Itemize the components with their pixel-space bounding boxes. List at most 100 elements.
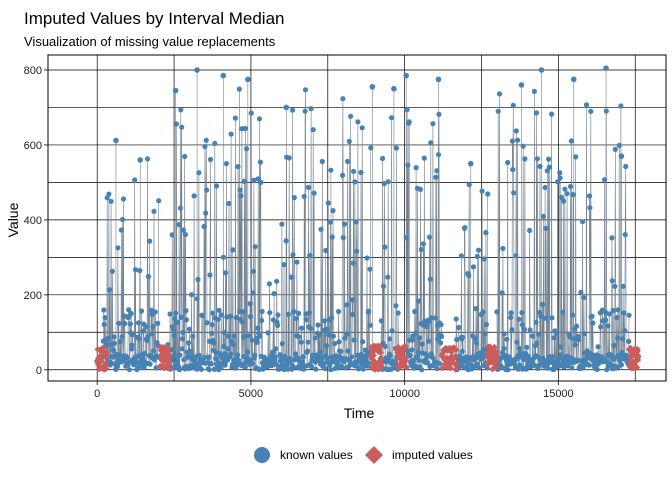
imputed-value-point bbox=[377, 343, 384, 350]
known-value-point bbox=[255, 325, 261, 331]
known-value-point bbox=[259, 317, 265, 324]
known-value-point bbox=[602, 309, 609, 315]
known-value-point bbox=[560, 309, 566, 315]
imputed-value-point bbox=[447, 364, 454, 372]
known-value-point bbox=[198, 366, 204, 372]
known-value-point bbox=[426, 234, 433, 240]
known-value-point bbox=[269, 362, 275, 368]
known-value-point bbox=[340, 96, 346, 102]
known-value-point bbox=[170, 327, 177, 333]
y-tick-label: 0 bbox=[36, 365, 42, 377]
known-value-point bbox=[203, 137, 209, 143]
known-value-point bbox=[501, 345, 507, 352]
known-value-point bbox=[513, 253, 519, 259]
known-value-point bbox=[510, 167, 516, 173]
known-value-point bbox=[185, 340, 192, 346]
imputed-value-point bbox=[166, 365, 173, 372]
known-value-point bbox=[385, 179, 391, 185]
known-value-point bbox=[483, 321, 489, 328]
known-value-point bbox=[176, 367, 183, 373]
known-value-point bbox=[124, 355, 130, 361]
known-value-point bbox=[416, 298, 422, 304]
known-value-point bbox=[609, 278, 615, 284]
known-value-point bbox=[583, 102, 590, 108]
known-peak-point bbox=[403, 72, 409, 79]
known-value-point bbox=[458, 253, 464, 259]
known-value-point bbox=[150, 348, 157, 354]
known-value-point bbox=[306, 310, 312, 316]
imputed-value-point bbox=[165, 358, 173, 365]
known-value-point bbox=[466, 182, 472, 188]
known-value-point bbox=[550, 354, 556, 360]
known-value-point bbox=[175, 319, 181, 326]
known-value-point bbox=[537, 163, 543, 169]
known-value-point bbox=[595, 344, 601, 350]
known-value-point bbox=[567, 183, 574, 190]
known-value-point bbox=[226, 200, 232, 207]
known-value-point bbox=[286, 155, 292, 161]
known-value-point bbox=[485, 191, 491, 197]
known-value-point bbox=[270, 317, 276, 323]
known-value-point bbox=[416, 358, 422, 364]
known-value-point bbox=[543, 315, 549, 321]
imputed-value-point bbox=[452, 366, 459, 373]
known-value-point bbox=[133, 353, 139, 360]
known-value-point bbox=[362, 347, 368, 353]
known-value-point bbox=[368, 145, 374, 151]
known-value-point bbox=[336, 308, 342, 315]
known-value-point bbox=[437, 361, 443, 367]
known-value-point bbox=[245, 333, 251, 339]
known-value-point bbox=[213, 183, 220, 189]
known-value-point bbox=[201, 223, 207, 230]
known-value-point bbox=[282, 353, 288, 359]
known-value-point bbox=[570, 192, 576, 198]
known-value-point bbox=[143, 324, 149, 330]
known-value-point bbox=[114, 363, 121, 370]
known-value-point bbox=[152, 309, 158, 315]
known-value-point bbox=[612, 283, 618, 289]
known-value-point bbox=[618, 103, 624, 109]
known-value-point bbox=[330, 208, 336, 214]
known-value-point bbox=[230, 247, 236, 253]
imputed-value-point bbox=[99, 344, 107, 351]
known-value-point bbox=[149, 331, 155, 337]
known-value-point bbox=[594, 366, 600, 373]
known-value-point bbox=[299, 325, 305, 331]
known-value-point bbox=[122, 321, 128, 327]
known-value-point bbox=[349, 354, 355, 360]
known-value-point bbox=[173, 310, 179, 316]
known-value-point bbox=[546, 164, 553, 170]
known-value-point bbox=[542, 184, 548, 191]
known-value-point bbox=[111, 334, 117, 340]
known-value-point bbox=[360, 339, 366, 345]
known-value-point bbox=[285, 311, 291, 317]
known-value-point bbox=[247, 314, 254, 320]
known-value-point bbox=[167, 311, 173, 317]
imputed-value-point bbox=[370, 352, 377, 359]
known-value-point bbox=[378, 318, 384, 324]
known-value-point bbox=[460, 334, 466, 340]
known-value-point bbox=[426, 338, 432, 344]
known-value-point bbox=[329, 315, 335, 321]
known-value-point bbox=[120, 216, 126, 223]
known-value-point bbox=[206, 367, 212, 373]
known-value-point bbox=[424, 360, 430, 366]
known-value-point bbox=[281, 262, 287, 268]
known-value-point bbox=[169, 232, 175, 238]
known-value-point bbox=[480, 309, 486, 315]
known-value-point bbox=[351, 337, 357, 343]
known-value-point bbox=[321, 318, 327, 324]
known-value-point bbox=[418, 246, 424, 253]
known-value-point bbox=[318, 226, 324, 232]
known-value-point bbox=[569, 365, 575, 371]
known-value-point bbox=[271, 291, 277, 297]
known-value-point bbox=[233, 314, 239, 321]
known-value-point bbox=[189, 292, 195, 298]
known-value-point bbox=[181, 357, 187, 363]
known-value-point bbox=[210, 310, 216, 316]
known-value-point bbox=[515, 366, 522, 372]
chart-subtitle: Visualization of missing value replaceme… bbox=[24, 34, 276, 49]
known-value-point bbox=[575, 357, 581, 363]
known-value-point bbox=[505, 367, 511, 373]
known-value-point bbox=[257, 333, 263, 339]
